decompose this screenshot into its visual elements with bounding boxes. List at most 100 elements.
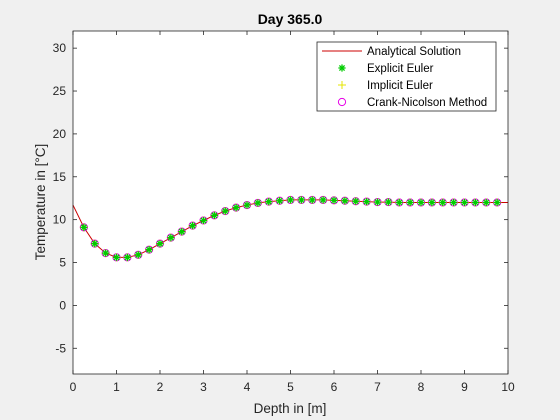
explicit-euler-point-17-stroke-3 xyxy=(265,198,272,205)
explicit-euler-point-22-stroke-3 xyxy=(320,196,327,203)
explicit-euler-point-0-stroke-3 xyxy=(80,224,87,231)
explicit-euler-point-8 xyxy=(167,234,175,242)
legend-symbol-2 xyxy=(337,97,347,107)
explicit-euler-point-14 xyxy=(232,204,240,212)
explicit-euler-point-12-stroke-3 xyxy=(211,212,218,219)
x-tick-label-4: 4 xyxy=(244,380,251,394)
explicit-euler-point-25-stroke-3 xyxy=(352,198,359,205)
explicit-euler-point-11 xyxy=(199,216,208,225)
explicit-euler-point-4 xyxy=(123,253,131,261)
explicit-euler-point-3 xyxy=(112,253,121,261)
explicit-euler-point-5-stroke-3 xyxy=(135,251,142,258)
explicit-euler-point-28 xyxy=(384,198,392,206)
x-tick-label-5: 5 xyxy=(287,380,294,394)
explicit-euler-point-35-stroke-3 xyxy=(461,199,468,206)
explicit-euler-point-31 xyxy=(417,198,425,207)
explicit-euler-point-1 xyxy=(91,240,99,248)
explicit-euler-point-21 xyxy=(308,196,316,204)
explicit-euler-point-6 xyxy=(145,246,153,254)
explicit-euler-point-7-stroke-3 xyxy=(156,240,164,247)
y-tick-label-1: 0 xyxy=(59,298,66,312)
legend-marker-crank-nicolson xyxy=(337,97,347,107)
explicit-euler-point-10 xyxy=(189,222,197,230)
explicit-euler-point-18 xyxy=(276,197,284,205)
explicit-euler-point-25 xyxy=(352,197,360,205)
x-tick-label-0: 0 xyxy=(70,380,77,394)
explicit-euler-point-19 xyxy=(286,196,295,204)
legend-symbol-2-ring xyxy=(337,97,347,107)
explicit-euler-point-5 xyxy=(134,251,142,259)
legend-label-explicit: Explicit Euler xyxy=(367,63,434,75)
explicit-euler-point-37-stroke-3 xyxy=(483,199,490,206)
explicit-euler-point-20 xyxy=(297,196,305,204)
explicit-euler-point-29 xyxy=(395,198,403,207)
x-tick-label-10: 10 xyxy=(501,380,515,394)
x-tick-label-9: 9 xyxy=(461,380,468,394)
legend-symbol-0-stroke-3 xyxy=(338,64,346,72)
axes-layer: 0 1 2 3 4 5 6 7 8 9 10 -5 0 5 10 15 20 25 30 xyxy=(53,30,515,394)
legend-symbol-1 xyxy=(338,81,346,89)
explicit-euler-point-0 xyxy=(80,223,88,231)
explicit-euler-point-7 xyxy=(156,240,164,248)
explicit-euler-point-32 xyxy=(428,198,436,207)
explicit-euler-point-2-stroke-3 xyxy=(102,250,109,257)
explicit-euler-point-36-stroke-3 xyxy=(472,199,479,206)
y-tick-label-5: 20 xyxy=(53,127,67,141)
legend-box xyxy=(316,41,497,112)
explicit-euler-point-31-stroke-3 xyxy=(417,199,425,206)
explicit-euler-point-8-stroke-3 xyxy=(167,234,174,241)
explicit-euler-point-22 xyxy=(319,196,327,204)
legend-marker-explicit xyxy=(338,64,346,72)
legend-marker-implicit xyxy=(338,81,346,89)
explicit-euler-point-11-stroke-3 xyxy=(200,217,207,224)
x-tick-label-6: 6 xyxy=(331,380,338,394)
explicit-euler-point-3-stroke-3 xyxy=(113,254,120,261)
y-tick-label-4: 15 xyxy=(53,170,67,184)
explicit-euler-point-35 xyxy=(460,198,469,207)
explicit-euler-point-4-stroke-3 xyxy=(124,254,131,261)
explicit-euler-point-27-stroke-3 xyxy=(374,199,381,206)
explicit-euler-point-15-stroke-3 xyxy=(243,202,251,209)
explicit-euler-point-9-stroke-3 xyxy=(178,228,185,235)
explicit-euler-point-19-stroke-3 xyxy=(287,196,294,203)
legend-symbol-0 xyxy=(338,64,346,72)
explicit-euler-point-1-stroke-3 xyxy=(91,240,98,247)
explicit-euler-point-33-stroke-3 xyxy=(439,199,446,206)
y-tick-label-7: 30 xyxy=(53,41,67,55)
explicit-euler-point-2 xyxy=(102,249,110,257)
explicit-euler-point-28-stroke-3 xyxy=(385,199,392,206)
explicit-euler-point-6-stroke-3 xyxy=(146,246,153,253)
x-tick-label-1: 1 xyxy=(113,380,120,394)
explicit-euler-point-38-stroke-3 xyxy=(494,199,501,206)
x-tick-label-8: 8 xyxy=(418,380,425,394)
explicit-euler-point-16-stroke-3 xyxy=(254,199,261,206)
explicit-euler-point-16 xyxy=(254,199,262,207)
explicit-euler-point-13-stroke-3 xyxy=(222,208,229,215)
explicit-euler-point-36 xyxy=(471,198,479,207)
y-tick-label-3: 10 xyxy=(53,213,67,227)
y-tick-label-2: 5 xyxy=(59,256,66,270)
legend: Analytical Solution Explicit Euler Impli… xyxy=(316,41,497,112)
explicit-euler-point-34-stroke-3 xyxy=(450,199,457,206)
explicit-euler-point-30-stroke-3 xyxy=(407,199,414,206)
explicit-euler-point-13 xyxy=(221,207,229,215)
explicit-euler-point-24-stroke-3 xyxy=(341,197,348,204)
x-tick-label-2: 2 xyxy=(157,380,164,394)
explicit-euler-point-38 xyxy=(493,198,501,207)
marks-layer xyxy=(72,195,508,262)
x-tick-label-7: 7 xyxy=(374,380,381,394)
explicit-euler-point-26-stroke-3 xyxy=(363,198,370,205)
explicit-euler-point-32-stroke-3 xyxy=(428,199,435,206)
y-tick-label-6: 25 xyxy=(53,84,67,98)
explicit-euler-point-10-stroke-3 xyxy=(189,222,196,229)
explicit-euler-point-33 xyxy=(439,198,447,207)
explicit-euler-point-17 xyxy=(265,198,273,206)
legend-label-crank-nicolson: Crank-Nicolson Method xyxy=(367,97,487,109)
explicit-euler-point-18-stroke-3 xyxy=(276,197,283,204)
explicit-euler-point-15 xyxy=(243,201,251,209)
explicit-euler-point-20-stroke-3 xyxy=(298,196,305,203)
explicit-euler-point-14-stroke-3 xyxy=(233,204,240,211)
explicit-euler-point-21-stroke-3 xyxy=(309,196,316,203)
explicit-euler-point-37 xyxy=(482,198,490,207)
